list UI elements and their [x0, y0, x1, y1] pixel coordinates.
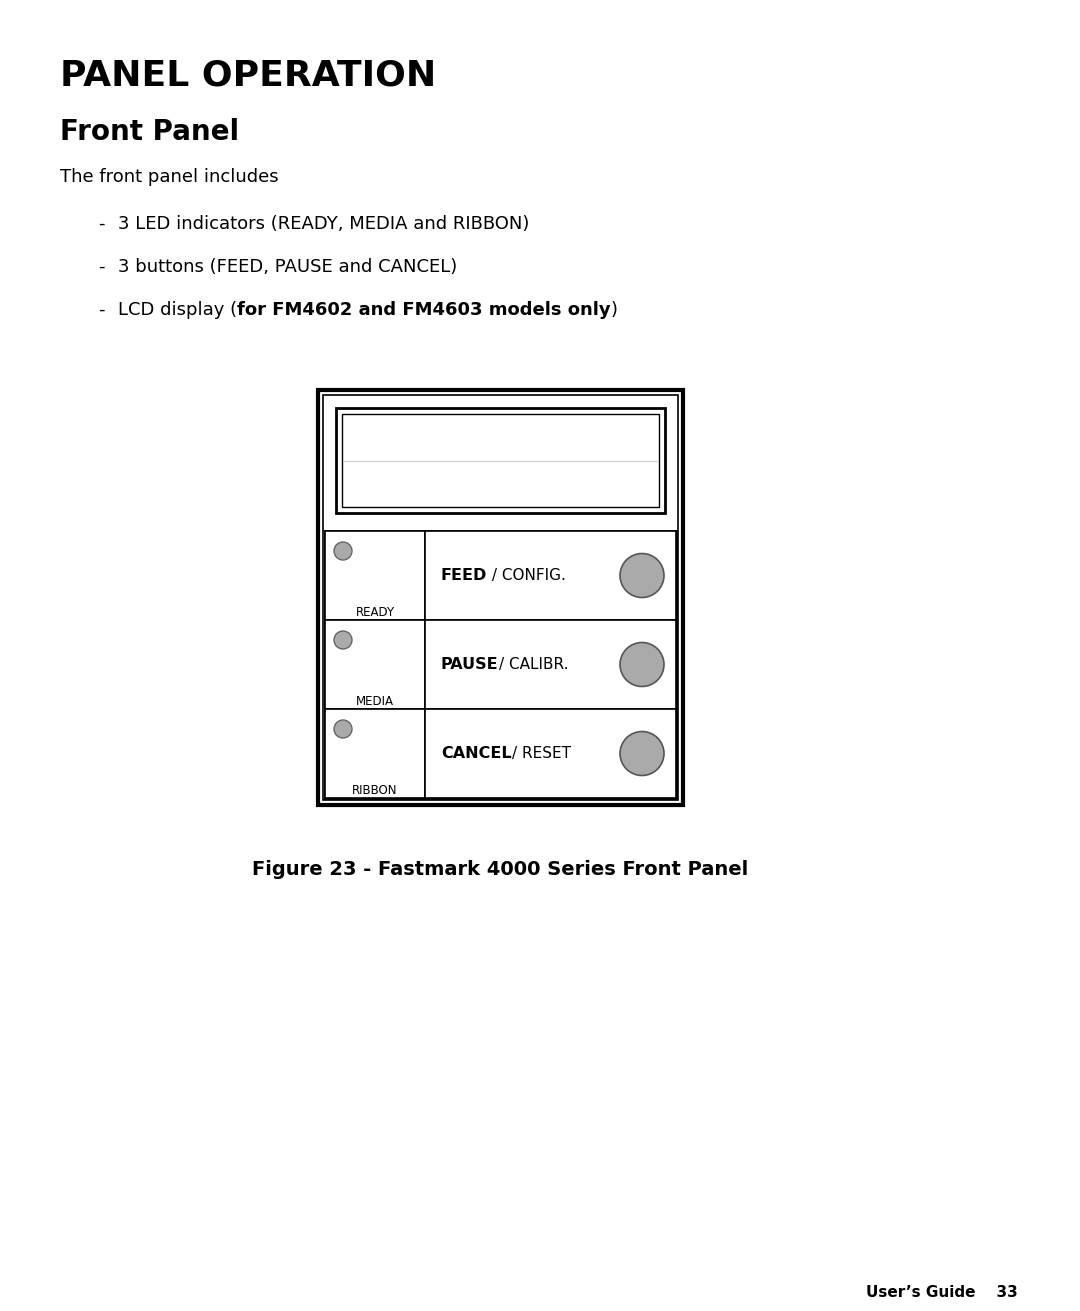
Bar	[342, 414, 659, 507]
Text: for FM4602 and FM4603 models only: for FM4602 and FM4603 models only	[238, 302, 611, 319]
Text: FEED: FEED	[441, 568, 487, 583]
Text: User’s Guide    33: User’s Guide 33	[866, 1285, 1018, 1301]
Text: MEDIA: MEDIA	[356, 695, 394, 708]
Text: / RESET: / RESET	[512, 746, 570, 760]
Text: -: -	[98, 215, 105, 233]
Text: READY: READY	[355, 606, 394, 619]
Text: Front Panel: Front Panel	[60, 118, 239, 146]
Bar	[426, 620, 676, 709]
Circle shape	[620, 732, 664, 776]
Circle shape	[334, 541, 352, 560]
Text: / CONFIG.: / CONFIG.	[487, 568, 566, 583]
Bar	[325, 620, 426, 709]
Bar	[325, 531, 426, 620]
Text: / CALIBR.: / CALIBR.	[499, 657, 568, 673]
Text: PANEL OPERATION: PANEL OPERATION	[60, 58, 436, 92]
Text: RIBBON: RIBBON	[352, 784, 397, 797]
Text: ): )	[611, 302, 618, 319]
Text: CANCEL: CANCEL	[441, 746, 512, 760]
Text: PAUSE: PAUSE	[441, 657, 499, 673]
Bar	[336, 408, 665, 513]
Text: LCD display (: LCD display (	[118, 302, 238, 319]
Bar	[325, 709, 426, 798]
Text: -: -	[98, 258, 105, 277]
Text: 3 buttons (FEED, PAUSE and CANCEL): 3 buttons (FEED, PAUSE and CANCEL)	[118, 258, 457, 277]
Bar	[318, 389, 683, 805]
Circle shape	[620, 553, 664, 598]
Text: 3 LED indicators (READY, MEDIA and RIBBON): 3 LED indicators (READY, MEDIA and RIBBO…	[118, 215, 529, 233]
Bar	[426, 531, 676, 620]
Bar	[426, 709, 676, 798]
Text: Figure 23 - Fastmark 4000 Series Front Panel: Figure 23 - Fastmark 4000 Series Front P…	[253, 860, 748, 878]
Circle shape	[334, 720, 352, 738]
Circle shape	[334, 631, 352, 649]
Text: The front panel includes: The front panel includes	[60, 168, 279, 186]
Circle shape	[620, 642, 664, 687]
Bar	[323, 395, 678, 800]
Text: -: -	[98, 302, 105, 319]
Bar	[325, 531, 676, 798]
